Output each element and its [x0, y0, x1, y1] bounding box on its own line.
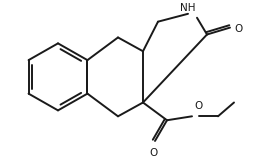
Text: O: O	[234, 24, 242, 34]
Text: O: O	[194, 101, 202, 111]
Text: NH: NH	[180, 3, 196, 13]
Text: O: O	[150, 148, 158, 158]
